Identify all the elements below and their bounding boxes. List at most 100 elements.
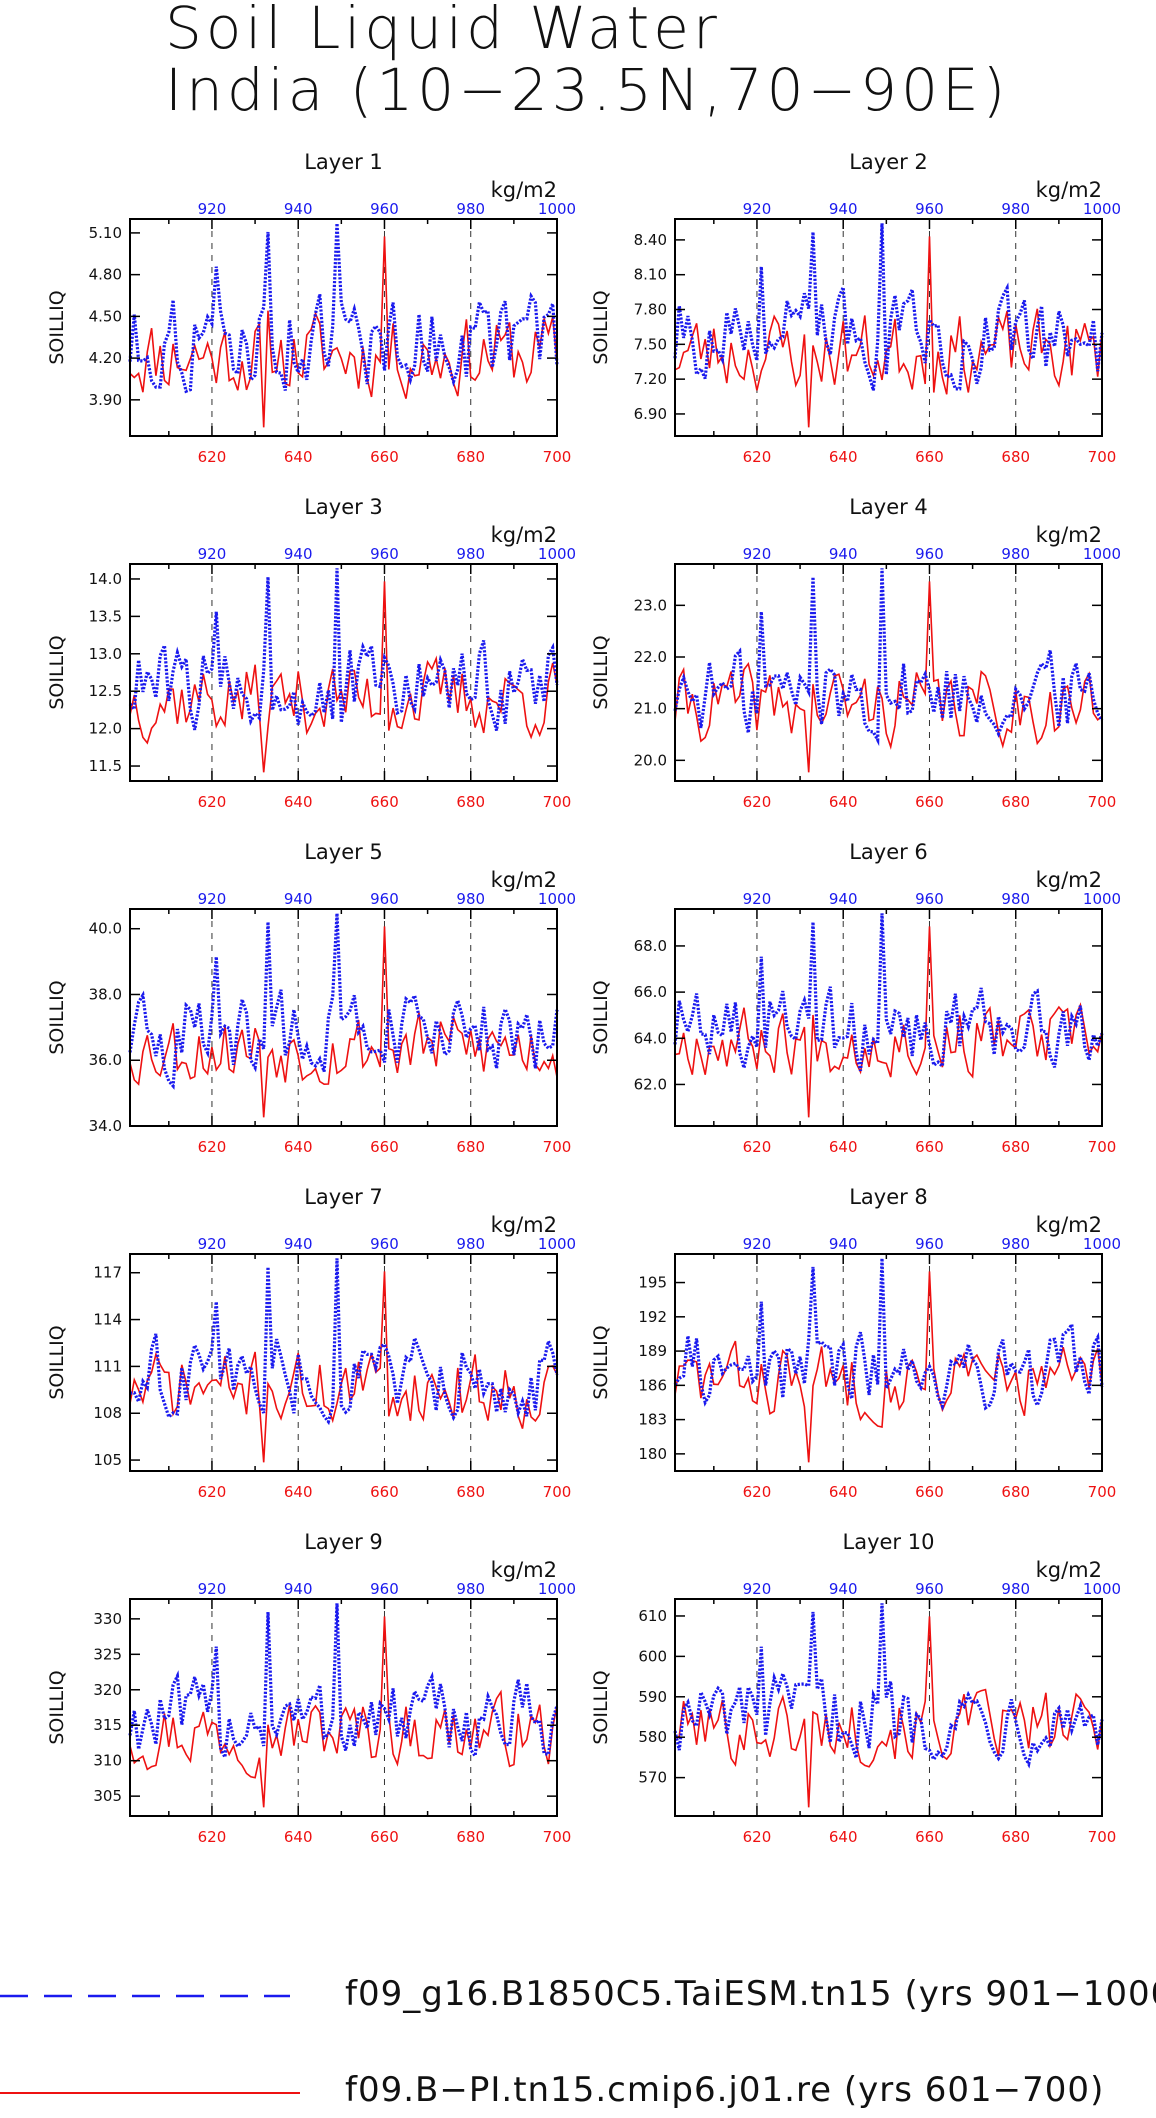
y-tick-label: 4.20: [89, 349, 122, 367]
panel-2: Layer 2 kg/m2 6.90 7.20 7.50 7.80 8.10 8.40 SOIL…: [590, 150, 1121, 466]
x-tick-label-red: 640: [284, 793, 313, 811]
y-tick-label: 14.0: [89, 570, 122, 588]
x-tick-label-red: 680: [456, 1483, 485, 1501]
y-axis-label: SOILLIQ: [46, 635, 68, 709]
x-tick-label-blue: 1000: [1083, 545, 1121, 563]
x-tick-label-blue: 980: [456, 1235, 485, 1253]
x-tick-label-blue: 980: [456, 890, 485, 908]
x-tick-label-red: 700: [543, 1138, 572, 1156]
x-tick-label-blue: 940: [284, 545, 313, 563]
x-tick-label-red: 640: [284, 1138, 313, 1156]
y-tick-label: 8.10: [634, 266, 667, 284]
x-tick-label-blue: 920: [743, 200, 772, 218]
x-tick-label-red: 660: [370, 793, 399, 811]
x-tick-label-blue: 1000: [1083, 1580, 1121, 1598]
y-tick-label: 22.0: [634, 648, 667, 666]
x-tick-label-blue: 920: [198, 890, 227, 908]
y-tick-label: 13.5: [89, 607, 122, 625]
series-line-blue: [673, 568, 1104, 747]
x-tick-label-blue: 940: [829, 1580, 858, 1598]
y-tick-label: 117: [93, 1264, 122, 1282]
y-axis-label: SOILLIQ: [46, 1325, 68, 1399]
y-tick-label: 330: [93, 1610, 122, 1628]
x-tick-label-red: 620: [743, 1828, 772, 1846]
series-line-red: [129, 581, 558, 773]
y-tick-label: 62.0: [634, 1075, 667, 1093]
series-line-red: [674, 926, 1103, 1118]
x-tick-label-red: 700: [1088, 793, 1117, 811]
x-tick-label-red: 640: [284, 448, 313, 466]
y-tick-label: 21.0: [634, 700, 667, 718]
x-tick-label-blue: 940: [284, 890, 313, 908]
panel-title: Layer 9: [304, 1530, 383, 1554]
y-tick-label: 20.0: [634, 751, 667, 769]
panel-4: Layer 4 kg/m2 20.0 21.0 22.0 23.0 SOILLIQ 620 64…: [590, 495, 1121, 811]
plot-frame: [674, 218, 1103, 437]
legend-red-solid-line: [0, 2092, 300, 2094]
y-axis-label: SOILLIQ: [590, 635, 612, 709]
x-tick-label-red: 620: [198, 793, 227, 811]
panel-5: Layer 5 kg/m2 34.0 36.0 38.0 40.0 SOILLIQ 620 64…: [46, 840, 576, 1156]
x-tick-label-red: 660: [915, 793, 944, 811]
y-axis-label: SOILLIQ: [590, 1670, 612, 1744]
x-tick-label-blue: 980: [1001, 200, 1030, 218]
x-tick-label-blue: 920: [198, 1235, 227, 1253]
x-tick-label-red: 660: [370, 1483, 399, 1501]
x-tick-label-red: 660: [915, 1138, 944, 1156]
y-tick-label: 34.0: [89, 1117, 122, 1135]
figure-title-line-2: India (10−23.5N,70−90E): [165, 56, 1010, 124]
x-tick-label-blue: 960: [915, 1235, 944, 1253]
x-tick-label-blue: 960: [370, 545, 399, 563]
x-tick-label-blue: 940: [284, 1580, 313, 1598]
units-label: kg/m2: [491, 523, 557, 547]
y-tick-label: 192: [638, 1308, 667, 1326]
y-tick-label: 12.5: [89, 682, 122, 700]
y-tick-label: 186: [638, 1376, 667, 1394]
x-tick-label-red: 640: [284, 1828, 313, 1846]
x-tick-label-red: 680: [456, 793, 485, 811]
plot-frame: [129, 908, 558, 1127]
y-tick-label: 320: [93, 1681, 122, 1699]
y-axis-label: SOILLIQ: [590, 290, 612, 364]
series-line-red: [674, 581, 1103, 773]
units-label: kg/m2: [1036, 1558, 1102, 1582]
x-tick-label-blue: 980: [1001, 1235, 1030, 1253]
y-tick-label: 40.0: [89, 920, 122, 938]
units-label: kg/m2: [1036, 868, 1102, 892]
x-tick-label-red: 620: [743, 793, 772, 811]
x-tick-label-blue: 1000: [538, 1580, 576, 1598]
x-tick-label-blue: 940: [284, 1235, 313, 1253]
x-tick-label-red: 700: [543, 793, 572, 811]
x-tick-label-red: 660: [915, 448, 944, 466]
units-label: kg/m2: [1036, 178, 1102, 202]
panel-7: Layer 7 kg/m2 105 108 111 114 117 SOILLIQ 620 640…: [46, 1185, 576, 1501]
panel-title: Layer 2: [849, 150, 928, 174]
y-tick-label: 108: [93, 1404, 122, 1422]
x-tick-label-red: 660: [915, 1828, 944, 1846]
y-tick-label: 325: [93, 1645, 122, 1663]
y-tick-label: 305: [93, 1787, 122, 1805]
y-tick-label: 11.5: [89, 757, 122, 775]
y-tick-label: 570: [638, 1769, 667, 1787]
x-tick-label-blue: 1000: [538, 545, 576, 563]
plot-frame: [674, 908, 1103, 1127]
plot-frame: [674, 1598, 1103, 1817]
x-tick-label-red: 640: [284, 1483, 313, 1501]
y-tick-label: 68.0: [634, 937, 667, 955]
units-label: kg/m2: [491, 1558, 557, 1582]
x-tick-label-red: 680: [1001, 1828, 1030, 1846]
y-tick-label: 4.80: [89, 266, 122, 284]
units-label: kg/m2: [1036, 1213, 1102, 1237]
x-tick-label-blue: 940: [829, 890, 858, 908]
x-tick-label-blue: 960: [370, 1235, 399, 1253]
x-tick-label-blue: 940: [829, 200, 858, 218]
y-tick-label: 7.20: [634, 370, 667, 388]
panel-title: Layer 5: [304, 840, 383, 864]
series-line-red: [674, 1616, 1103, 1808]
units-label: kg/m2: [1036, 523, 1102, 547]
x-tick-label-red: 700: [1088, 448, 1117, 466]
series-line-red: [674, 236, 1103, 428]
y-axis-label: SOILLIQ: [46, 980, 68, 1054]
series-line-red: [129, 926, 558, 1118]
units-label: kg/m2: [491, 178, 557, 202]
